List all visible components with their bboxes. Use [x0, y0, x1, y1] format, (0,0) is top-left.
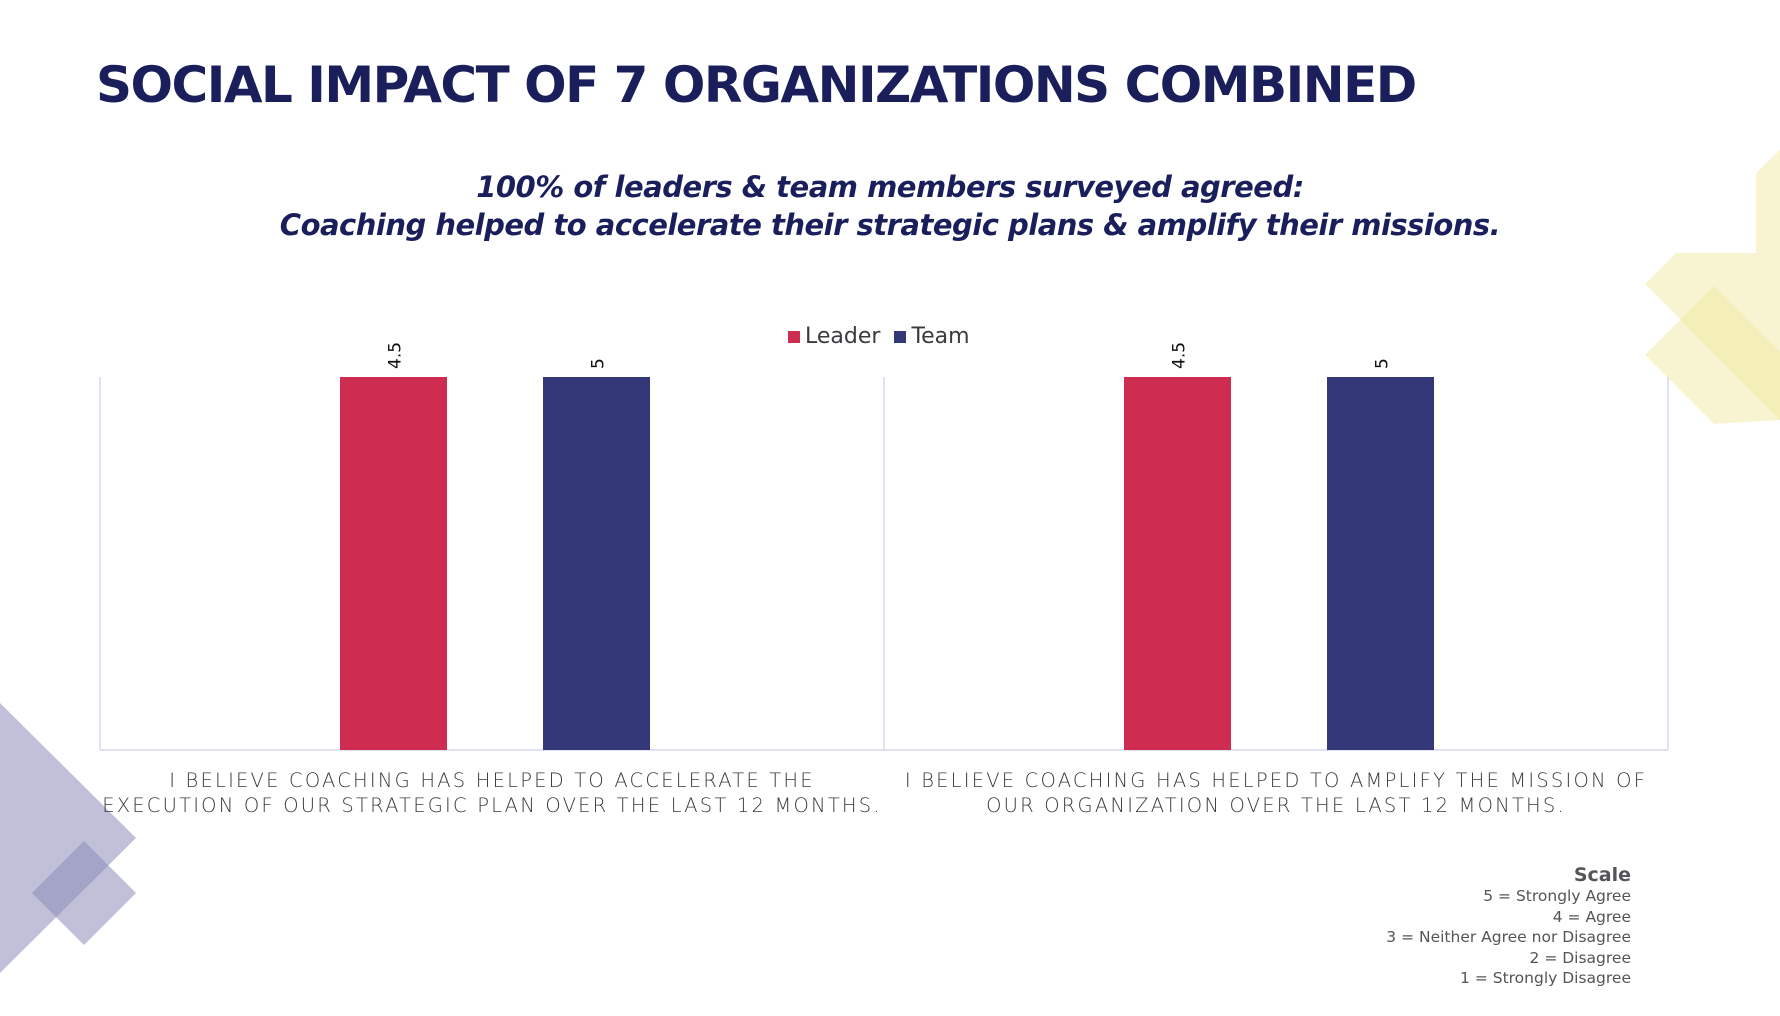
scale-item-5: 5 = Strongly Agree: [1483, 887, 1631, 905]
category-label-1: I BELIEVE COACHING HAS HELPED TO ACCELER…: [100, 768, 884, 818]
data-label-team-2: 5: [1373, 358, 1393, 369]
bar-team-2: [1327, 377, 1434, 750]
decor-yellow-shape-1: [1756, 150, 1780, 253]
chart-legend: Leader Team: [788, 324, 984, 349]
subtitle-line-2: Coaching helped to accelerate their stra…: [279, 208, 1501, 242]
scale-legend: Scale 5 = Strongly Agree 4 = Agree 3 = N…: [1386, 864, 1631, 989]
legend-item-leader: Leader: [788, 324, 880, 349]
category-label-1-line-1: I BELIEVE COACHING HAS HELPED TO ACCELER…: [169, 769, 815, 792]
category-label-2: I BELIEVE COACHING HAS HELPED TO AMPLIFY…: [884, 768, 1668, 818]
data-label-team-1: 5: [589, 358, 609, 369]
data-label-leader-1: 4.5: [386, 342, 406, 369]
decor-purple-shape-1: [0, 703, 136, 973]
bar-team-1: [543, 377, 650, 750]
decor-yellow-shape-2: [1645, 253, 1780, 420]
scale-item-3: 3 = Neither Agree nor Disagree: [1386, 928, 1631, 946]
slide-subtitle: 100% of leaders & team members surveyed …: [0, 168, 1780, 244]
scale-item-1: 1 = Strongly Disagree: [1460, 969, 1631, 987]
category-label-2-line-2: OUR ORGANIZATION OVER THE LAST 12 MONTHS…: [986, 794, 1566, 817]
data-label-leader-2: 4.5: [1170, 342, 1190, 369]
category-label-1-line-2: EXECUTION OF OUR STRATEGIC PLAN OVER THE…: [102, 794, 882, 817]
decor-yellow-shape-3: [1645, 286, 1780, 424]
legend-swatch-team: [894, 330, 907, 343]
slide-title: SOCIAL IMPACT OF 7 ORGANIZATIONS COMBINE…: [96, 56, 1417, 114]
bar-leader-2: [1124, 377, 1231, 750]
scale-item-4: 4 = Agree: [1552, 907, 1631, 926]
scale-item-2: 2 = Disagree: [1529, 948, 1631, 967]
legend-item-team: Team: [894, 324, 970, 349]
decor-purple-shape-2: [32, 841, 136, 945]
legend-swatch-leader: [788, 330, 800, 343]
subtitle-line-1: 100% of leaders & team members surveyed …: [476, 170, 1304, 204]
scale-title: Scale: [1573, 864, 1631, 886]
category-label-2-line-1: I BELIEVE COACHING HAS HELPED TO AMPLIFY…: [904, 769, 1648, 792]
legend-label-leader: Leader: [805, 324, 881, 349]
legend-label-team: Team: [911, 324, 970, 349]
bar-leader-1: [340, 377, 447, 750]
